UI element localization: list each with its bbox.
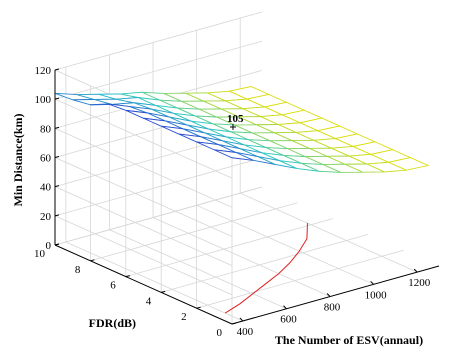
z-tick-label: 60 xyxy=(40,153,52,165)
z-tick-label: 40 xyxy=(40,182,52,194)
x-tick-label: 400 xyxy=(237,326,254,338)
z-gridline-back xyxy=(54,11,263,71)
z-tick-mark xyxy=(54,214,60,217)
x-tick-label: 1000 xyxy=(365,289,388,301)
z-tick-label: 100 xyxy=(35,94,52,106)
y-tick-label: 6 xyxy=(110,280,116,292)
y-tick-mark xyxy=(196,306,201,309)
z-tick-label: 120 xyxy=(35,65,52,77)
z-tick-mark xyxy=(54,243,60,246)
z-gridline-left xyxy=(54,98,233,179)
floor-gridline-y xyxy=(161,234,369,293)
x-axis-title: The Number of ESV(annaul) xyxy=(275,333,423,347)
annotation-label: 105 xyxy=(227,113,244,125)
y-axis-title: FDR(dB) xyxy=(89,316,136,330)
z-gridline-left xyxy=(54,186,233,267)
floor-gridline-x xyxy=(109,229,287,310)
z-tick-mark xyxy=(54,68,60,71)
z-gridline-back xyxy=(54,40,263,100)
annotation-marker xyxy=(230,124,236,130)
x-tick-mark xyxy=(326,293,331,297)
z-tick-mark xyxy=(54,185,60,188)
floor-gridline-y xyxy=(196,249,404,309)
surface-annotation: 105 xyxy=(227,113,244,130)
z-tick-mark xyxy=(54,97,60,100)
z-gridline-left xyxy=(54,157,233,237)
floor-gridline-x xyxy=(152,217,331,297)
y-tick-mark xyxy=(231,322,237,325)
floor-contour-layer xyxy=(224,223,308,314)
floor-gridline-y xyxy=(90,202,298,262)
y-tick-label: 8 xyxy=(75,264,81,276)
floor-gridline-y xyxy=(54,186,263,246)
x-tick-mark xyxy=(239,317,244,322)
y-tick-label: 0 xyxy=(217,327,223,339)
x-tick-label: 600 xyxy=(280,314,297,326)
floor-gridline-x xyxy=(65,241,244,322)
y-tick-label: 4 xyxy=(146,295,152,307)
x-tick-mark xyxy=(413,268,418,273)
z-tick-mark xyxy=(54,126,60,129)
x-tick-label: 800 xyxy=(324,302,341,314)
floor-contour-line xyxy=(224,223,308,314)
y-tick-label: 10 xyxy=(34,248,46,260)
x-tick-mark xyxy=(370,280,374,285)
z-gridline-back xyxy=(54,157,263,217)
z-tick-mark xyxy=(54,156,60,158)
floor-gridline-y xyxy=(125,218,333,277)
z-tick-label: 0 xyxy=(46,240,52,252)
floor-gridline-x xyxy=(196,204,374,285)
y-tick-label: 2 xyxy=(181,311,187,323)
z-gridline-left xyxy=(54,127,233,208)
z-tick-label: 20 xyxy=(40,211,52,223)
x-tick-mark xyxy=(283,305,287,310)
x-tick-label: 1200 xyxy=(408,277,431,289)
y-tick-mark xyxy=(161,290,166,293)
z-tick-label: 80 xyxy=(40,123,52,135)
surface-patch xyxy=(387,157,430,171)
surface-mesh xyxy=(54,86,430,173)
y-tick-mark xyxy=(90,259,95,262)
x-axis-line xyxy=(231,265,440,325)
y-tick-mark xyxy=(125,275,130,278)
y-axis-line xyxy=(54,244,233,325)
floor-gridline-x xyxy=(240,192,418,273)
z-axis-title: Min Distance(km) xyxy=(11,114,25,207)
z-gridline-left xyxy=(54,215,233,296)
